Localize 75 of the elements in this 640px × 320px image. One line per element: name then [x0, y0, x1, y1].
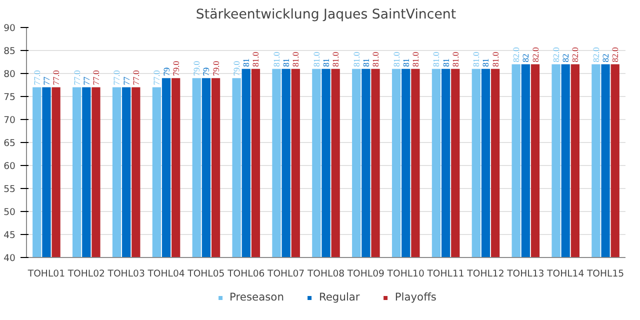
data-label: 81: [241, 58, 252, 67]
legend-label: Regular: [318, 290, 360, 304]
data-label: 82.0: [590, 47, 601, 62]
legend-label: Preseason: [230, 290, 284, 304]
data-label: 82.0: [530, 47, 540, 62]
data-label: 77.0: [152, 70, 162, 86]
x-tick-label: TOHL14: [546, 268, 584, 280]
legend-label: Playoffs: [394, 290, 436, 304]
chart-title: Stärkeentwicklung Jaques SaintVincent: [196, 8, 456, 22]
data-label: 79.0: [210, 60, 221, 76]
data-label: 77.0: [130, 70, 141, 86]
data-label: 79: [161, 67, 172, 76]
y-tick-label: 75: [4, 92, 16, 103]
data-label: 82: [560, 54, 571, 62]
data-label: 81.0: [410, 52, 420, 67]
y-tick-label: 65: [4, 138, 16, 149]
data-label: 81: [480, 58, 491, 67]
data-label: 77: [81, 76, 92, 86]
y-tick-label: 45: [4, 230, 16, 241]
data-label: 81: [440, 58, 451, 67]
x-tick-label: TOHL09: [346, 268, 385, 280]
y-tick-label: 55: [4, 184, 16, 195]
y-tick-label: 85: [4, 46, 16, 57]
data-label: 77: [121, 76, 132, 86]
data-label: 81.0: [490, 52, 500, 67]
x-tick-label: TOHL13: [506, 268, 544, 280]
data-label: 79.0: [192, 60, 202, 76]
data-label: 82.0: [570, 47, 580, 62]
data-label: 82.0: [610, 47, 620, 62]
data-label: 77.0: [32, 70, 42, 86]
x-tick-label: TOHL01: [26, 268, 66, 280]
data-label: 81.0: [311, 52, 322, 67]
y-tick-label: 60: [4, 161, 16, 172]
data-label: 81: [360, 58, 371, 67]
x-tick-label: TOHL08: [306, 268, 345, 280]
x-tick-label: TOHL15: [586, 268, 624, 280]
data-label: 81.0: [391, 52, 402, 67]
data-label: 77.0: [72, 70, 82, 86]
y-tick-label: 70: [4, 115, 16, 126]
data-label: 81.0: [431, 52, 442, 67]
x-tick-label: TOHL12: [466, 268, 504, 280]
x-tick-label: TOHL10: [386, 268, 424, 280]
data-label: 79.0: [170, 60, 181, 76]
y-tick-label: 40: [4, 253, 16, 264]
data-label: 81: [281, 58, 292, 67]
data-label: 82.0: [511, 47, 522, 62]
data-label: 81: [400, 58, 411, 67]
data-label: 77.0: [51, 70, 62, 86]
data-label: 81.0: [370, 52, 381, 67]
data-label: 77.0: [90, 70, 101, 86]
data-label: 79.0: [232, 60, 242, 76]
x-tick-label: TOHL11: [426, 268, 464, 280]
x-tick-label: TOHL07: [266, 268, 305, 280]
x-tick-label: TOHL03: [106, 268, 145, 280]
x-tick-label: TOHL04: [146, 268, 185, 280]
data-label: 81.0: [471, 52, 482, 67]
data-label: 77: [41, 76, 52, 86]
x-tick-label: TOHL02: [66, 268, 105, 280]
data-label: 77.0: [112, 70, 122, 86]
data-label: 81.0: [450, 52, 460, 67]
x-tick-label: TOHL05: [186, 268, 225, 280]
data-label: 82.0: [551, 47, 562, 62]
data-label: 81.0: [250, 52, 261, 67]
y-tick-label: 80: [4, 69, 16, 80]
data-label: 82: [520, 54, 531, 62]
data-label: 79: [201, 67, 212, 76]
data-label: 81: [321, 58, 331, 67]
data-label: 81.0: [271, 52, 282, 67]
data-label: 82: [600, 54, 611, 62]
y-tick-label: 50: [4, 207, 16, 218]
data-label: 81.0: [351, 52, 362, 67]
data-label: 81.0: [290, 52, 301, 67]
data-label: 81.0: [330, 52, 341, 67]
y-tick-label: 90: [4, 23, 16, 34]
x-tick-label: TOHL06: [226, 268, 265, 280]
